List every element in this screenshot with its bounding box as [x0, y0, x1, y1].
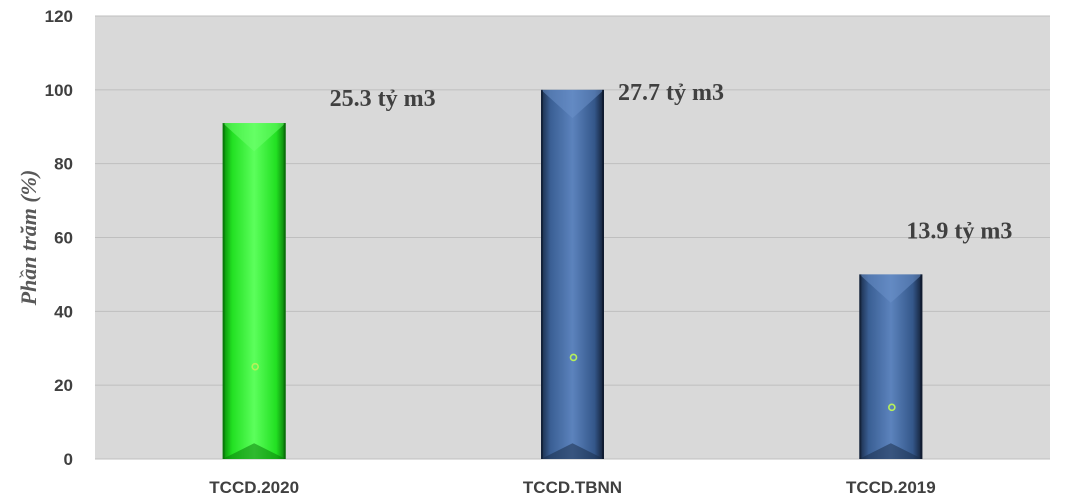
x-tick-label: TCCD.2020 — [209, 478, 299, 497]
bar-group — [222, 123, 286, 459]
bar-bevel-bottom — [859, 443, 923, 459]
marker-point — [251, 362, 259, 371]
bar-bevel-top — [541, 89, 604, 119]
bar — [541, 89, 604, 459]
y-axis-title: Phần trăm (%) — [16, 170, 41, 307]
data-label: 25.3 tỷ m3 — [330, 86, 436, 112]
bar-group — [859, 274, 923, 459]
y-tick-label: 60 — [54, 229, 73, 248]
x-tick-label: TCCD.TBNN — [523, 478, 622, 497]
bar — [222, 123, 286, 459]
bar-group — [541, 89, 604, 459]
bar-bevel-bottom — [541, 443, 604, 459]
x-tick-label: TCCD.2019 — [846, 478, 936, 497]
bar — [859, 274, 923, 459]
y-tick-label: 80 — [54, 155, 73, 174]
data-label: 27.7 tỷ m3 — [618, 80, 724, 106]
bar-bevel-top — [859, 274, 923, 303]
data-label: 13.9 tỷ m3 — [906, 218, 1012, 244]
y-tick-label: 0 — [64, 450, 73, 469]
bar-bevel-bottom — [222, 443, 286, 459]
y-tick-label: 40 — [54, 302, 73, 321]
y-tick-label: 120 — [45, 7, 73, 26]
y-tick-label: 20 — [54, 376, 73, 395]
bar-bevel-top — [222, 123, 286, 152]
marker-point — [569, 353, 578, 362]
y-tick-label: 100 — [45, 81, 73, 100]
marker-point — [888, 403, 896, 412]
